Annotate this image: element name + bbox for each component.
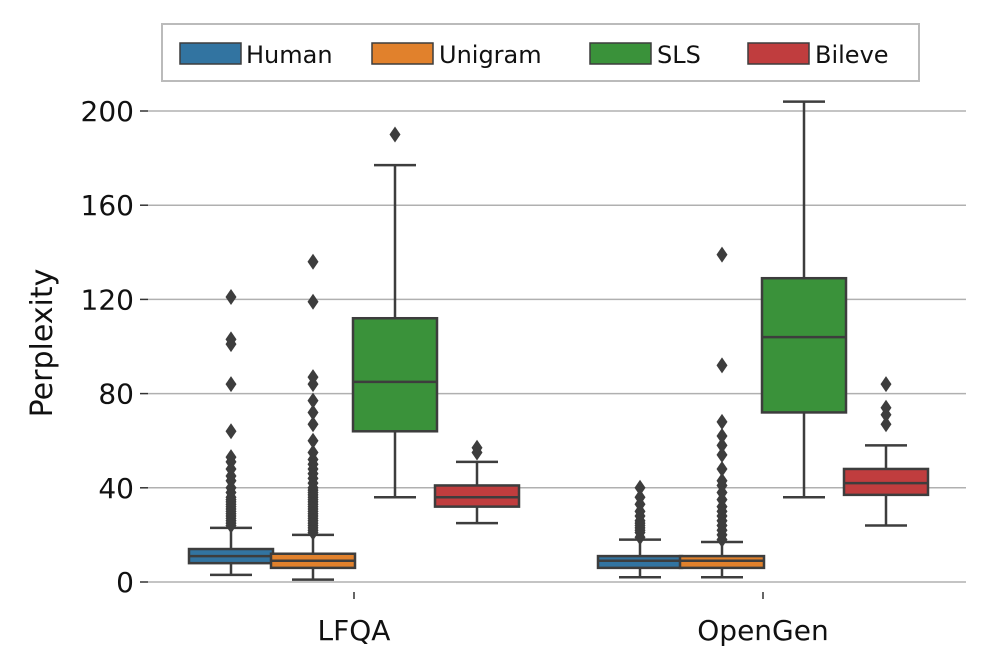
outlier-unigram-lfqa-26 xyxy=(307,444,319,461)
outlier-unigram-opengen-16 xyxy=(716,413,728,430)
outlier-bileve-opengen-0 xyxy=(880,416,892,433)
outlier-bileve-lfqa-1 xyxy=(471,439,483,456)
legend-swatch-human xyxy=(179,42,242,65)
legend-swatch-unigram xyxy=(371,42,434,65)
outlier-human-lfqa-23 xyxy=(225,331,237,348)
outlier-human-lfqa-24 xyxy=(225,289,237,306)
box-unigram-opengen xyxy=(678,246,766,579)
outlier-unigram-opengen-12 xyxy=(716,460,728,477)
outlier-unigram-lfqa-33 xyxy=(307,293,319,310)
box-sls-opengen xyxy=(760,100,848,499)
outlier-human-lfqa-20 xyxy=(225,423,237,440)
ytick-label-40: 40 xyxy=(98,472,134,505)
legend: Human Unigram SLS Bileve xyxy=(161,23,920,82)
outlier-human-lfqa-19 xyxy=(225,449,237,466)
outlier-human-lfqa-21 xyxy=(225,376,237,393)
legend-swatch-sls xyxy=(589,42,652,65)
iqr-box-sls-lfqa xyxy=(351,316,439,433)
y-axis-label: Perplexity xyxy=(25,269,60,418)
axes: 0 40 80 120 160 200 Perplexity LFQA OpenGen xyxy=(25,95,829,647)
outlier-human-opengen-10 xyxy=(634,489,646,506)
gridlines xyxy=(148,110,966,583)
box-plots xyxy=(187,100,930,581)
box-sls-lfqa xyxy=(351,126,439,499)
outlier-unigram-opengen-18 xyxy=(716,246,728,263)
outlier-unigram-lfqa-29 xyxy=(307,404,319,421)
outlier-sls-lfqa-0 xyxy=(389,126,401,143)
box-unigram-lfqa xyxy=(269,253,357,581)
outlier-unigram-lfqa-32 xyxy=(307,369,319,386)
legend-label-sls: SLS xyxy=(657,41,701,69)
xtick-label-opengen: OpenGen xyxy=(697,614,828,647)
outlier-unigram-opengen-11 xyxy=(716,472,728,489)
outlier-unigram-lfqa-30 xyxy=(307,392,319,409)
legend-swatch-bileve xyxy=(747,42,810,65)
ytick-label-200: 200 xyxy=(81,95,134,128)
ytick-label-120: 120 xyxy=(81,283,134,316)
outlier-unigram-lfqa-28 xyxy=(307,416,319,433)
ytick-label-80: 80 xyxy=(98,378,134,411)
outlier-unigram-opengen-14 xyxy=(716,437,728,454)
box-human-opengen xyxy=(596,479,684,579)
outlier-bileve-opengen-3 xyxy=(880,376,892,393)
ytick-label-160: 160 xyxy=(81,189,134,222)
legend-label-human: Human xyxy=(246,41,333,69)
outlier-unigram-lfqa-27 xyxy=(307,432,319,449)
outlier-bileve-opengen-2 xyxy=(880,399,892,416)
outlier-unigram-opengen-17 xyxy=(716,357,728,374)
box-bileve-lfqa xyxy=(433,439,521,525)
box-bileve-opengen xyxy=(842,376,930,527)
outlier-unigram-opengen-13 xyxy=(716,446,728,463)
outlier-unigram-lfqa-34 xyxy=(307,253,319,270)
legend-label-unigram: Unigram xyxy=(439,41,542,69)
ytick-label-0: 0 xyxy=(116,566,134,599)
outlier-human-opengen-11 xyxy=(634,479,646,496)
iqr-box-sls-opengen xyxy=(760,276,848,414)
outlier-unigram-opengen-15 xyxy=(716,427,728,444)
legend-label-bileve: Bileve xyxy=(815,41,889,69)
xtick-label-lfqa: LFQA xyxy=(318,614,391,647)
box-human-lfqa xyxy=(187,289,275,577)
